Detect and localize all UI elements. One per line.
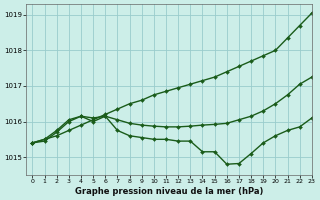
X-axis label: Graphe pression niveau de la mer (hPa): Graphe pression niveau de la mer (hPa) [75,187,263,196]
